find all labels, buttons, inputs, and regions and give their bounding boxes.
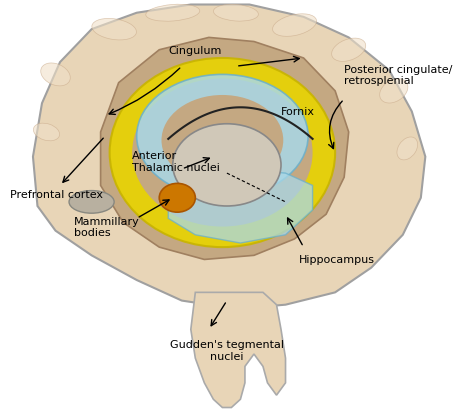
Text: Gudden's tegmental
nuclei: Gudden's tegmental nuclei — [170, 339, 284, 361]
Text: Prefrontal cortex: Prefrontal cortex — [10, 189, 103, 199]
Ellipse shape — [33, 124, 60, 141]
Ellipse shape — [132, 79, 312, 227]
Text: Fornix: Fornix — [281, 107, 315, 117]
Text: Anterior
Thalamic nuclei: Anterior Thalamic nuclei — [132, 151, 220, 172]
Ellipse shape — [41, 64, 70, 87]
Ellipse shape — [397, 138, 418, 161]
Polygon shape — [168, 170, 312, 243]
Polygon shape — [191, 293, 285, 408]
Text: Mammillary
bodies: Mammillary bodies — [73, 216, 139, 238]
Ellipse shape — [137, 75, 308, 198]
Ellipse shape — [92, 19, 137, 41]
Ellipse shape — [109, 59, 335, 247]
Polygon shape — [100, 38, 349, 260]
Text: Hippocampus: Hippocampus — [299, 255, 375, 265]
Ellipse shape — [273, 15, 317, 37]
Ellipse shape — [69, 191, 114, 214]
Polygon shape — [33, 5, 425, 309]
Ellipse shape — [380, 80, 408, 104]
Ellipse shape — [213, 5, 258, 22]
Text: Posterior cingulate/
retrosplenial: Posterior cingulate/ retrosplenial — [344, 64, 453, 86]
Ellipse shape — [159, 184, 195, 213]
Ellipse shape — [162, 96, 283, 186]
Ellipse shape — [146, 5, 200, 22]
Ellipse shape — [173, 124, 281, 206]
Text: Cingulum: Cingulum — [169, 45, 222, 56]
Ellipse shape — [332, 39, 366, 62]
